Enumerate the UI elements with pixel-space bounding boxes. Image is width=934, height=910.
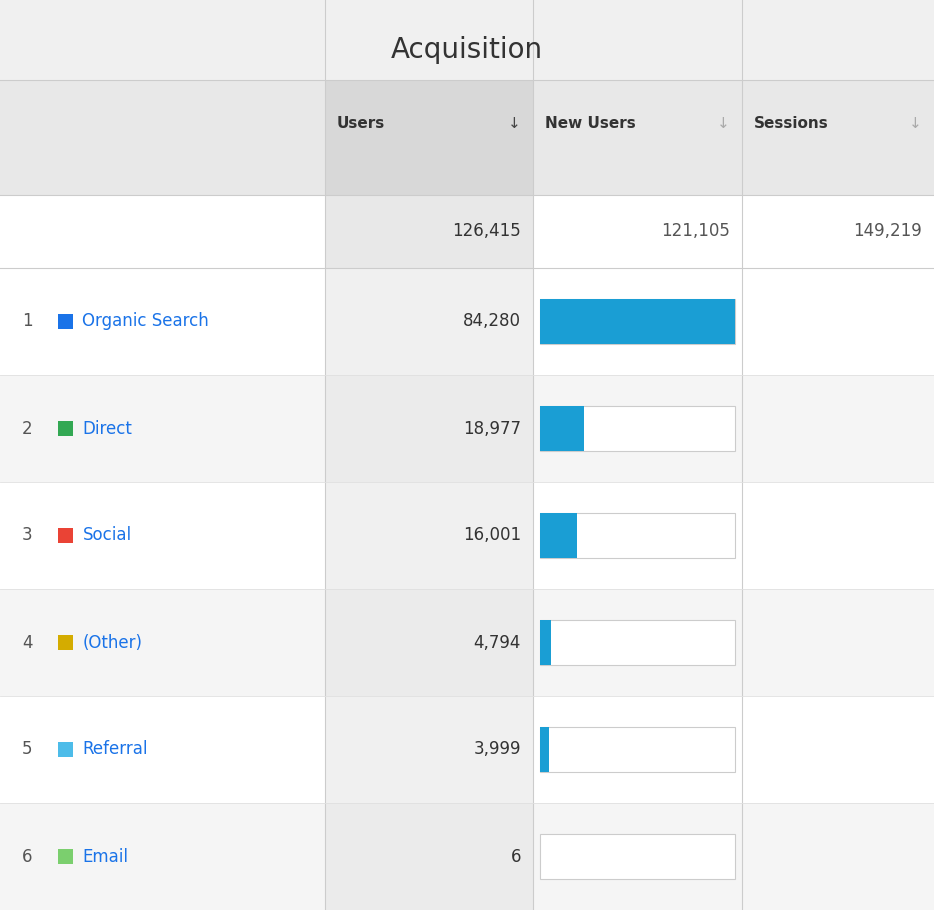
- Bar: [325, 268, 533, 375]
- Bar: [533, 195, 742, 268]
- Text: 3: 3: [22, 527, 33, 544]
- Text: Users: Users: [337, 116, 385, 131]
- Text: ↓: ↓: [508, 116, 521, 131]
- Bar: [742, 268, 934, 375]
- Bar: [742, 589, 934, 696]
- Bar: [742, 375, 934, 482]
- Bar: [533, 482, 742, 589]
- Bar: [0, 195, 325, 268]
- Text: 2: 2: [22, 420, 33, 438]
- Bar: [325, 375, 533, 482]
- Text: Acquisition: Acquisition: [391, 36, 543, 64]
- Bar: [742, 80, 934, 195]
- Bar: [742, 195, 934, 268]
- Bar: [58, 742, 73, 757]
- Text: 16,001: 16,001: [463, 527, 521, 544]
- Bar: [325, 195, 533, 268]
- Bar: [540, 620, 551, 665]
- Text: 4,794: 4,794: [474, 633, 521, 652]
- Bar: [742, 803, 934, 910]
- Bar: [0, 589, 325, 696]
- Text: 3,999: 3,999: [474, 741, 521, 759]
- Bar: [0, 696, 325, 803]
- Bar: [540, 834, 735, 879]
- Bar: [0, 268, 325, 375]
- Bar: [533, 375, 742, 482]
- Bar: [533, 696, 742, 803]
- Bar: [325, 589, 533, 696]
- Text: Direct: Direct: [82, 420, 133, 438]
- Text: ↓: ↓: [717, 116, 730, 131]
- Bar: [325, 482, 533, 589]
- Bar: [540, 406, 735, 451]
- Text: Organic Search: Organic Search: [82, 312, 209, 330]
- Bar: [533, 803, 742, 910]
- Bar: [0, 803, 325, 910]
- Bar: [58, 421, 73, 436]
- Text: Social: Social: [82, 527, 132, 544]
- Bar: [533, 80, 742, 195]
- Bar: [0, 482, 325, 589]
- Text: 6: 6: [511, 847, 521, 865]
- Bar: [540, 620, 735, 665]
- Bar: [742, 482, 934, 589]
- Bar: [540, 299, 735, 344]
- Bar: [540, 406, 584, 451]
- Text: Sessions: Sessions: [754, 116, 828, 131]
- Bar: [742, 696, 934, 803]
- Bar: [540, 513, 577, 558]
- Text: (Other): (Other): [82, 633, 143, 652]
- Text: 4: 4: [22, 633, 33, 652]
- Bar: [58, 314, 73, 329]
- Text: 84,280: 84,280: [463, 312, 521, 330]
- Text: ↓: ↓: [910, 116, 922, 131]
- Bar: [0, 375, 325, 482]
- Bar: [58, 635, 73, 650]
- Bar: [540, 727, 735, 772]
- Bar: [325, 803, 533, 910]
- Text: Email: Email: [82, 847, 129, 865]
- Text: 18,977: 18,977: [463, 420, 521, 438]
- Bar: [540, 299, 735, 344]
- Text: 149,219: 149,219: [854, 223, 922, 240]
- Text: 6: 6: [22, 847, 33, 865]
- Bar: [58, 528, 73, 543]
- Text: 1: 1: [22, 312, 33, 330]
- Text: 121,105: 121,105: [661, 223, 730, 240]
- Text: 126,415: 126,415: [452, 223, 521, 240]
- Bar: [0, 80, 325, 195]
- Bar: [325, 696, 533, 803]
- Bar: [533, 268, 742, 375]
- Text: Referral: Referral: [82, 741, 148, 759]
- Text: 5: 5: [22, 741, 33, 759]
- Bar: [325, 80, 533, 195]
- Bar: [533, 589, 742, 696]
- Bar: [540, 727, 549, 772]
- Bar: [58, 849, 73, 864]
- Bar: [540, 513, 735, 558]
- Text: New Users: New Users: [545, 116, 636, 131]
